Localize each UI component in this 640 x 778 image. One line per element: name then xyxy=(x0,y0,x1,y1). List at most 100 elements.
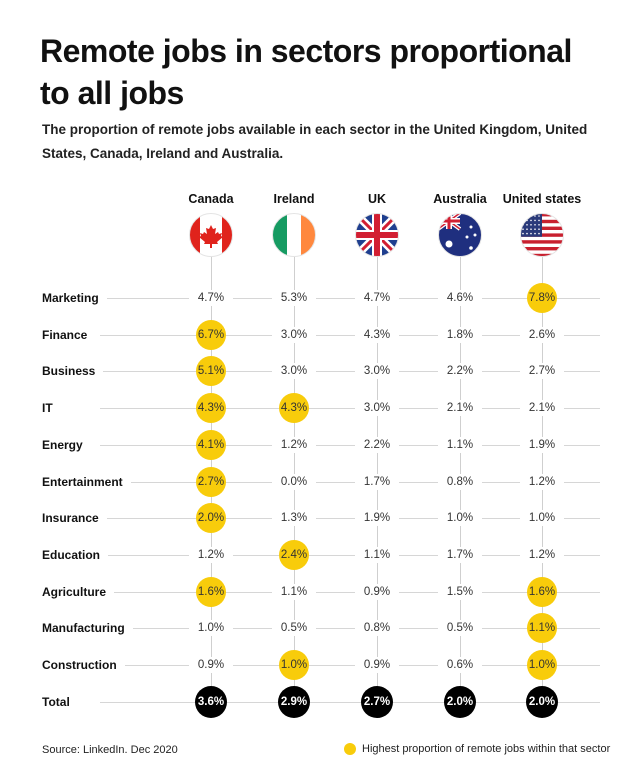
highlighted-value: 4.1% xyxy=(196,429,226,460)
highlighted-value: 1.0% xyxy=(527,650,557,680)
cell-value: 3.0% xyxy=(272,326,316,343)
total-value: 2.0% xyxy=(526,685,558,718)
cell-value: 2.1% xyxy=(520,400,564,417)
cell-value: 1.2% xyxy=(520,473,564,490)
row-line xyxy=(100,701,600,703)
highlighted-value: 4.3% xyxy=(196,393,226,424)
cell-value: 0.9% xyxy=(355,657,399,673)
column-header: Ireland xyxy=(273,192,315,206)
row-label: IT xyxy=(42,400,61,417)
cell-value: 3.0% xyxy=(355,363,399,380)
highlighted-value: 7.8% xyxy=(527,283,557,313)
cell-value: 1.7% xyxy=(438,546,482,563)
cell-value: 1.1% xyxy=(438,436,482,453)
cell-value: 1.5% xyxy=(438,583,482,600)
cell-value: 2.7% xyxy=(520,363,564,380)
column-header: Australia xyxy=(433,192,487,206)
cell-value: 3.0% xyxy=(272,363,316,380)
row-label: Insurance xyxy=(42,510,107,527)
highlighted-value: 6.7% xyxy=(196,319,226,350)
cell-value: 1.2% xyxy=(189,546,233,563)
australia-flag-icon xyxy=(438,213,482,257)
cell-value: 1.7% xyxy=(355,473,399,490)
cell-value: 4.7% xyxy=(189,290,233,306)
row-label: Education xyxy=(42,546,109,563)
cell-value: 0.8% xyxy=(438,473,482,490)
row-line xyxy=(100,665,600,666)
legend-label: Highest proportion of remote jobs within… xyxy=(362,743,611,755)
legend: Highest proportion of remote jobs within… xyxy=(344,743,610,755)
row-label: Business xyxy=(42,363,104,380)
row-label: Energy xyxy=(42,436,91,453)
row-label: Construction xyxy=(42,657,125,673)
highlighted-value: 2.4% xyxy=(279,539,309,570)
highlighted-value: 1.6% xyxy=(196,576,226,607)
uk-flag-icon xyxy=(355,213,399,257)
source-note: Source: LinkedIn. Dec 2020 xyxy=(42,744,178,756)
cell-value: 3.0% xyxy=(355,400,399,417)
cell-value: 1.2% xyxy=(520,546,564,563)
total-value: 2.0% xyxy=(444,685,476,718)
highlighted-value: 2.0% xyxy=(196,503,226,534)
column-header: Canada xyxy=(188,192,234,206)
cell-value: 2.2% xyxy=(438,363,482,380)
row-line xyxy=(100,371,600,373)
cell-value: 1.0% xyxy=(520,510,564,527)
chart-subtitle: The proportion of remote jobs available … xyxy=(42,122,588,161)
cell-value: 1.1% xyxy=(272,583,316,600)
row-label: Total xyxy=(42,693,78,710)
cell-value: 1.0% xyxy=(438,510,482,527)
cell-value: 1.8% xyxy=(438,326,482,343)
usa-flag-icon xyxy=(520,213,564,257)
cell-value: 2.2% xyxy=(355,436,399,453)
cell-value: 0.0% xyxy=(272,473,316,490)
cell-value: 2.1% xyxy=(438,400,482,417)
cell-value: 1.1% xyxy=(355,546,399,563)
total-value: 2.7% xyxy=(361,685,393,718)
row-line xyxy=(100,591,600,593)
cell-value: 4.6% xyxy=(438,290,482,306)
cell-value: 0.6% xyxy=(438,657,482,673)
highlighted-value: 1.0% xyxy=(279,650,309,680)
row-label: Agriculture xyxy=(42,583,115,600)
legend-highlight-swatch xyxy=(344,743,356,755)
canada-flag-icon xyxy=(189,213,233,257)
row-label: Finance xyxy=(42,326,96,343)
cell-value: 0.5% xyxy=(272,620,316,637)
column-header: UK xyxy=(367,192,387,206)
row-line xyxy=(100,444,600,446)
row-label: Manufacturing xyxy=(42,620,133,637)
column-header: United states xyxy=(502,192,582,206)
chart-title: Remote jobs in sectors proportional to a… xyxy=(40,33,572,111)
cell-value: 0.8% xyxy=(355,620,399,637)
row-label: Entertainment xyxy=(42,473,131,490)
highlighted-value: 2.7% xyxy=(196,466,226,497)
row-line xyxy=(100,481,600,483)
highlighted-value: 4.3% xyxy=(279,393,309,424)
row-line xyxy=(100,628,600,630)
cell-value: 1.0% xyxy=(189,620,233,637)
cell-value: 0.5% xyxy=(438,620,482,637)
row-line xyxy=(100,408,600,410)
total-value: 2.9% xyxy=(278,685,310,718)
cell-value: 1.9% xyxy=(355,510,399,527)
row-line xyxy=(100,554,600,556)
ireland-flag-icon xyxy=(272,213,316,257)
cell-value: 1.2% xyxy=(272,436,316,453)
cell-value: 1.3% xyxy=(272,510,316,527)
cell-value: 0.9% xyxy=(189,657,233,673)
cell-value: 4.3% xyxy=(355,326,399,343)
row-line xyxy=(100,518,600,520)
row-label: Marketing xyxy=(42,290,107,306)
cell-value: 4.7% xyxy=(355,290,399,306)
total-value: 3.6% xyxy=(195,685,227,718)
cell-value: 5.3% xyxy=(272,290,316,306)
cell-value: 1.9% xyxy=(520,436,564,453)
highlighted-value: 1.1% xyxy=(527,613,557,644)
row-line xyxy=(100,298,600,299)
highlighted-value: 5.1% xyxy=(196,356,226,387)
highlighted-value: 1.6% xyxy=(527,576,557,607)
cell-value: 0.9% xyxy=(355,583,399,600)
cell-value: 2.6% xyxy=(520,326,564,343)
row-line xyxy=(100,334,600,336)
